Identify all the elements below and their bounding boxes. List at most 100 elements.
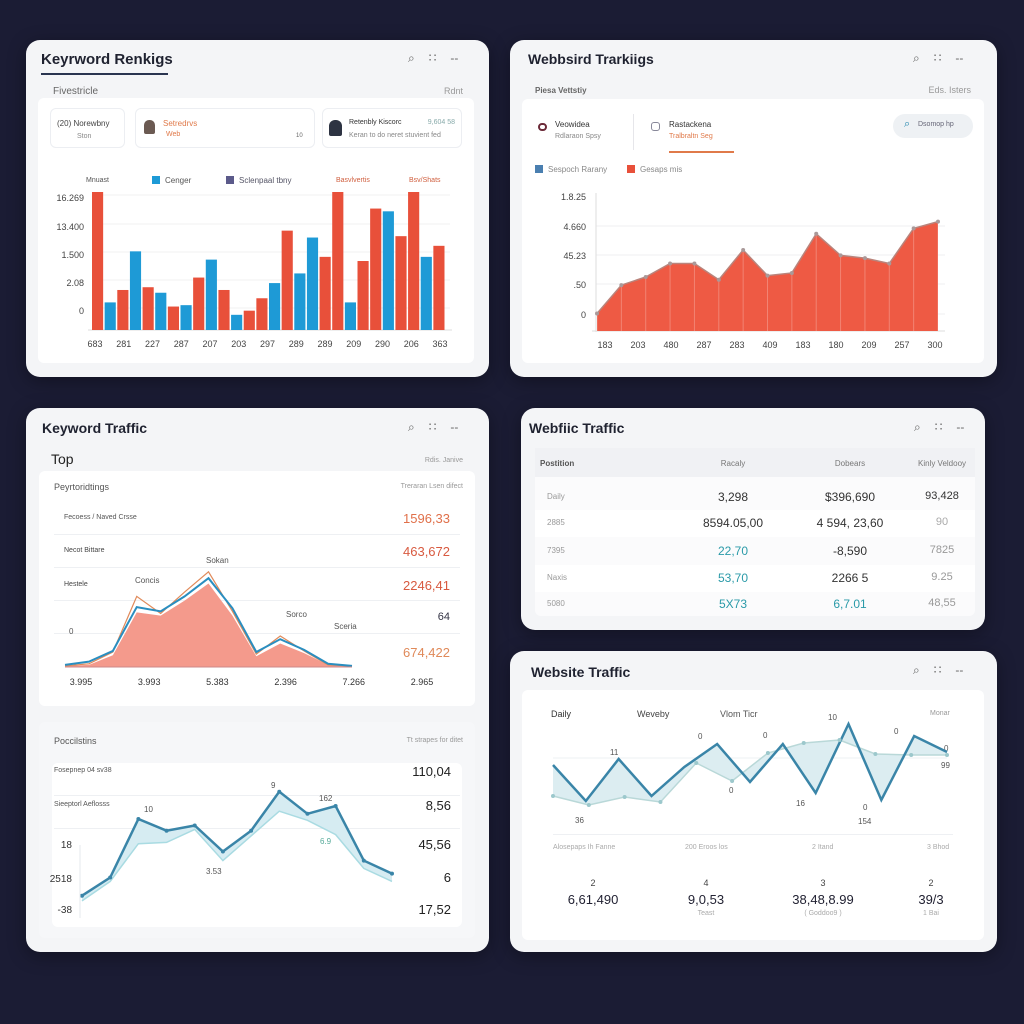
card-label: Setredrvs [163,119,198,128]
stat-top: 4 [703,878,709,888]
row-value: 17,52 [418,902,451,917]
panel-title: Keyword Traffic [42,420,148,436]
subheader-right[interactable]: Eds. Isters [928,85,971,95]
table-header-row [535,448,975,477]
search-icon[interactable]: ⌕ [408,51,415,65]
row-label: Necot Bittare [64,547,105,554]
table-cell: 48,55 [928,597,956,609]
more-icon[interactable]: -- [450,51,459,65]
search-icon[interactable]: ⌕ [913,663,920,677]
table-cell: 2266 5 [831,571,869,585]
row-label: Fosepnep 04 sv38 [54,767,112,774]
panel-toolbar: ⌕ ∷ -- [408,420,458,435]
card-sub: Ston [77,133,92,140]
legend-item[interactable]: Sespoch Rarany [535,165,607,174]
tab-subtitle: Tralbraltn Seg [669,133,713,140]
avatar-icon [144,120,155,134]
stat-top: 2 [590,878,596,888]
stat-value: 39/3 [918,892,944,907]
button-label: Dsomop hp [918,121,954,128]
table-cell: 6,7.01 [833,597,867,611]
panel-toolbar: ⌕ ∷ -- [408,51,458,66]
card-sub: Keran to do neret stuvient fed [349,132,441,139]
summary-card[interactable]: (20) Norewbny Ston [50,108,125,148]
search-icon[interactable]: ⌕ [408,420,415,434]
row-label: Fecoess / Naved Crsse [64,514,137,521]
more-icon[interactable]: -- [956,420,965,434]
table-header[interactable]: Dobears [834,459,866,468]
grid-icon[interactable]: ∷ [934,420,943,434]
table-cell: 5080 [547,599,565,608]
footer-label: 200 Eroos los [685,844,728,851]
tab-weekly[interactable]: Weveby [637,709,670,719]
chart-annotation: 0 [763,731,768,740]
tab-title: Veowidea [555,120,590,129]
tab-1[interactable]: Veowidea Rdlaraon Spsy [535,120,630,150]
section-link[interactable]: Tt strapes for ditet [406,737,463,744]
search-icon[interactable]: ⌕ [914,420,921,434]
more-icon[interactable]: -- [955,663,964,677]
table-cell: 90 [935,516,949,528]
traffic-table-panel: Webfiic Traffic ⌕ ∷ -- Postition Racaly Do… [521,408,985,630]
tab-daily[interactable]: Daily [551,709,572,719]
row-divider [54,600,460,601]
chart-annotation: 0 [944,744,949,753]
table-cell: 9.25 [931,571,953,583]
chart-annotation: 10 [828,713,837,722]
more-icon[interactable]: -- [450,420,459,434]
row-value: 463,672 [403,544,450,559]
table-cell: 8594.05,00 [702,516,764,530]
row-value: 674,422 [403,645,450,660]
card-count: 10 [296,133,303,139]
table-cell: 7825 [929,544,955,556]
card-label: Retenbly Kiscorc [349,119,402,126]
row-label: Sieeptorl Aeflosss [54,801,110,808]
tab-2[interactable]: Rastackena Tralbraltn Seg [650,120,745,154]
chart-annotation: 6.9 [320,837,332,846]
grid-icon[interactable]: ∷ [428,420,437,434]
section-header-right[interactable]: Rdis. Janive [424,457,463,464]
legend-item[interactable]: Cenger [152,176,191,185]
table-cell: 53,70 [717,571,749,585]
stat-value: 9,0,53 [687,892,725,907]
legend-item[interactable]: Sclenpaal tbny [226,176,291,185]
avatar-icon [329,120,342,136]
chart-annotation: 36 [575,816,584,825]
table-header[interactable]: Kinly Veldooy [917,459,967,468]
legend-item: Mnuast [86,177,109,184]
row-divider [54,795,460,796]
grid-icon[interactable]: ∷ [933,51,942,65]
table-row-stripe [535,565,975,592]
legend-label: Sclenpaal tbny [239,176,292,185]
subheader-left: Fivestricle [53,86,99,97]
summary-card[interactable]: Retenbly Kiscorc 9,604 58 Keran to do ne… [322,108,462,148]
keyword-traffic-panel: Keyword Traffic ⌕ ∷ -- Top Rdis. Janive Pe… [26,408,489,952]
legend-item[interactable]: Gesaps mis [627,165,682,174]
grid-icon[interactable]: ∷ [933,663,942,677]
chart-annotation: 3.53 [206,867,222,876]
table-cell: Daily [547,492,565,501]
footer-label: Alosepaps Ih Fanne [553,844,616,851]
legend-swatch [535,165,543,173]
summary-card[interactable]: Setredrvs Web 10 [135,108,315,148]
section-link[interactable]: Treraran Lsen difect [400,483,463,490]
tab-view[interactable]: Vlom Ticr [720,709,758,719]
subheader-right[interactable]: Rdnt [443,86,463,96]
chart-annotation: Sceria [334,622,357,631]
grid-icon[interactable]: ∷ [428,51,437,65]
title-underline [41,73,168,75]
more-icon[interactable]: -- [955,51,964,65]
action-button[interactable]: ⌕ Dsomop hp [893,114,973,138]
table-header[interactable]: Racaly [720,459,746,468]
tab-monthly[interactable]: Monar [930,710,950,717]
row-value: 110,04 [412,764,451,779]
chart-annotation: 16 [796,799,805,808]
row-value: 64 [437,611,450,623]
clock-icon [651,122,660,131]
chart-annotation: 0 [698,732,703,741]
positions-chart-area [52,763,462,927]
row-value: 45,56 [418,837,451,852]
website-tracking-panel: Webbsird Trarkiigs ⌕ ∷ -- Piesa Vettstiy E… [510,40,997,377]
search-icon[interactable]: ⌕ [913,51,920,65]
table-header[interactable]: Postition [540,459,575,468]
